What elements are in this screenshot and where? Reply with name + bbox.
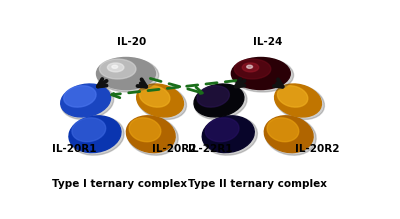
Text: IL-22R1: IL-22R1 <box>188 143 232 154</box>
Ellipse shape <box>195 85 247 119</box>
Ellipse shape <box>265 117 316 155</box>
Ellipse shape <box>140 86 170 107</box>
Circle shape <box>247 65 252 68</box>
Ellipse shape <box>129 118 161 142</box>
Ellipse shape <box>277 86 308 107</box>
Circle shape <box>97 58 159 92</box>
Ellipse shape <box>202 116 254 153</box>
Text: IL-20R1: IL-20R1 <box>52 143 96 154</box>
Text: IL-20R2: IL-20R2 <box>295 143 339 154</box>
Ellipse shape <box>203 117 258 155</box>
Text: IL-20R2: IL-20R2 <box>152 143 197 154</box>
Circle shape <box>232 58 294 92</box>
Circle shape <box>234 59 271 79</box>
Ellipse shape <box>69 116 121 153</box>
Circle shape <box>242 63 259 72</box>
Text: Type II ternary complex: Type II ternary complex <box>188 179 327 189</box>
Circle shape <box>96 57 155 90</box>
Ellipse shape <box>194 84 244 117</box>
Circle shape <box>107 63 124 72</box>
Ellipse shape <box>205 118 239 142</box>
Circle shape <box>112 65 118 68</box>
Ellipse shape <box>137 84 184 117</box>
Circle shape <box>231 57 290 90</box>
Ellipse shape <box>64 86 96 107</box>
Ellipse shape <box>275 85 324 119</box>
Ellipse shape <box>70 117 124 155</box>
Text: IL-24: IL-24 <box>253 37 282 47</box>
Ellipse shape <box>264 116 313 153</box>
Ellipse shape <box>127 117 178 155</box>
Ellipse shape <box>61 85 114 119</box>
Text: Type I ternary complex: Type I ternary complex <box>52 179 187 189</box>
Ellipse shape <box>72 118 106 142</box>
Ellipse shape <box>274 84 322 117</box>
Circle shape <box>100 59 136 79</box>
Ellipse shape <box>137 85 186 119</box>
Ellipse shape <box>267 118 299 142</box>
Ellipse shape <box>61 84 110 117</box>
Ellipse shape <box>126 116 175 153</box>
Text: IL-20: IL-20 <box>117 37 146 47</box>
Ellipse shape <box>197 86 229 107</box>
